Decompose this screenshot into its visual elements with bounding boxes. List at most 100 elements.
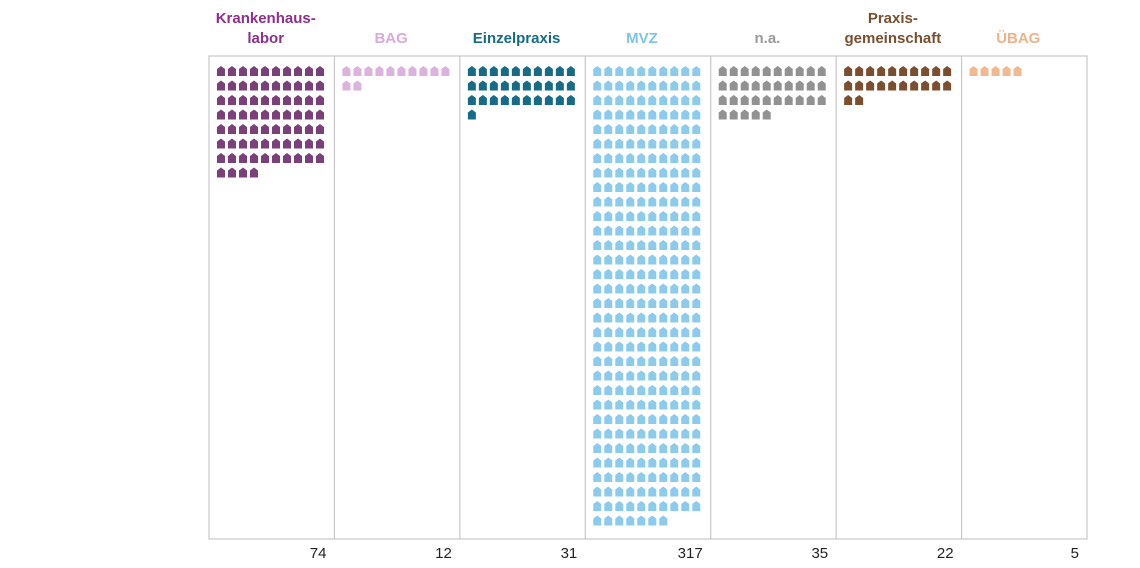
house-icon [659, 312, 668, 323]
house-icon [637, 283, 646, 294]
house-icon [604, 370, 613, 381]
house-icon [500, 95, 509, 105]
house-icon [593, 182, 602, 192]
house-icon [692, 385, 701, 395]
house-icon [408, 66, 417, 76]
house-icon [762, 80, 771, 91]
house-icon [637, 341, 646, 352]
house-icon [615, 153, 624, 163]
house-icon [522, 95, 531, 105]
house-icon [670, 443, 679, 453]
count-label-bag: 5 [1071, 545, 1079, 562]
house-icon [626, 457, 635, 468]
house-icon [681, 211, 690, 221]
category-label-mvz: MVZ [626, 30, 658, 47]
house-icon [511, 66, 520, 76]
house-icon [593, 153, 602, 163]
house-icon [855, 80, 864, 91]
house-icon [250, 153, 258, 163]
house-icon [593, 414, 602, 424]
category-label-n-a: n.a. [755, 30, 781, 47]
house-icon [566, 80, 575, 91]
house-icon [670, 312, 679, 323]
house-icon [593, 428, 602, 439]
house-icon [659, 428, 668, 439]
house-icon [637, 80, 646, 91]
house-icon [692, 443, 701, 453]
house-icon [681, 457, 690, 468]
house-icon [294, 80, 302, 91]
house-icon [681, 356, 690, 366]
house-icon [751, 95, 760, 105]
house-icon [670, 80, 679, 91]
house-icon [773, 66, 782, 76]
house-icon [637, 327, 646, 337]
house-icon [272, 124, 280, 134]
house-icon [877, 66, 886, 76]
house-icon [228, 167, 236, 178]
house-icon [932, 66, 941, 76]
house-icon [626, 66, 635, 76]
house-icon [294, 66, 302, 76]
house-icon [670, 182, 679, 192]
house-icon [261, 66, 269, 76]
house-icon [692, 283, 701, 294]
house-icon [604, 283, 613, 294]
house-icon [228, 109, 236, 120]
house-icon [544, 66, 553, 76]
house-icon [692, 124, 701, 134]
house-icon [283, 124, 291, 134]
house-icon [1002, 66, 1011, 76]
house-icon [626, 95, 635, 105]
house-icon [615, 254, 624, 265]
house-icon [239, 124, 247, 134]
house-icon [604, 153, 613, 163]
house-icon [604, 414, 613, 424]
house-icon [681, 80, 690, 91]
house-icon [637, 153, 646, 163]
house-icon [648, 341, 657, 352]
house-icon [593, 472, 602, 482]
count-label-mvz: 317 [678, 545, 703, 562]
house-icon [806, 95, 815, 105]
house-icon [637, 225, 646, 236]
house-icon [294, 138, 302, 149]
house-icon [375, 66, 384, 76]
house-icon [283, 80, 291, 91]
house-icon [670, 370, 679, 381]
house-icon [250, 95, 258, 105]
house-icon [866, 80, 875, 91]
house-icon [670, 341, 679, 352]
house-icon [648, 269, 657, 279]
house-icon [681, 182, 690, 192]
house-icon [626, 428, 635, 439]
house-icon [604, 356, 613, 366]
house-icon [626, 240, 635, 250]
house-icon [795, 80, 804, 91]
house-icon [659, 225, 668, 236]
house-icon [217, 95, 225, 105]
house-icon [659, 341, 668, 352]
house-icon [626, 211, 635, 221]
house-icon [615, 80, 624, 91]
house-icon [489, 80, 498, 91]
house-icon [239, 66, 247, 76]
category-label-bag: BAG [374, 30, 407, 47]
house-icon [615, 283, 624, 294]
house-icon [272, 66, 280, 76]
house-icon [217, 138, 225, 149]
house-icon [692, 269, 701, 279]
house-icon [593, 167, 602, 178]
house-icon [692, 167, 701, 178]
house-icon [648, 501, 657, 511]
house-icon [670, 269, 679, 279]
house-icon [648, 80, 657, 91]
house-icon [615, 370, 624, 381]
house-icon [932, 80, 941, 91]
house-icon [593, 95, 602, 105]
house-icon [670, 254, 679, 265]
house-icon [615, 515, 624, 526]
house-icon [272, 138, 280, 149]
house-icon [604, 254, 613, 265]
house-icon [943, 66, 952, 76]
